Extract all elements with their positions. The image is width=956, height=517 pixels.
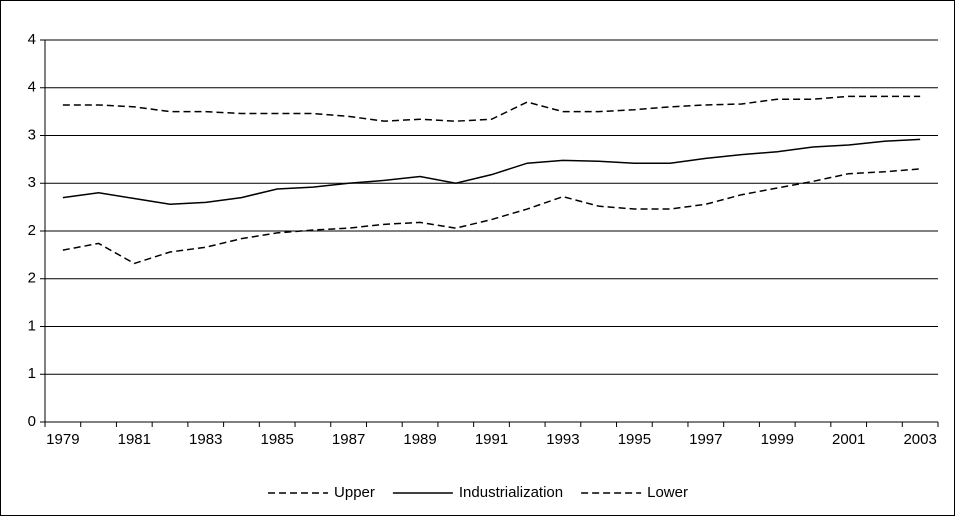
series-line — [62, 95, 921, 122]
x-tick-label: 1995 — [618, 431, 651, 448]
x-tick-label: 1985 — [260, 431, 293, 448]
x-tick-label: 1987 — [332, 431, 365, 448]
y-tick-label: 0 — [28, 413, 36, 430]
x-tick-label: 1997 — [689, 431, 722, 448]
y-tick-label: 3 — [28, 126, 36, 143]
y-tick-label: 4 — [28, 79, 36, 96]
legend-label: Industrialization — [459, 484, 563, 501]
y-tick-label: 3 — [28, 174, 36, 191]
y-tick-label: 2 — [28, 222, 36, 239]
x-tick-label: 1983 — [189, 431, 222, 448]
series-line — [62, 138, 921, 206]
y-tick-label: 4 — [28, 31, 36, 48]
x-tick-label: 2003 — [903, 431, 936, 448]
x-tick-label: 1999 — [761, 431, 794, 448]
x-tick-label: 1993 — [546, 431, 579, 448]
y-tick-label: 1 — [28, 365, 36, 382]
x-tick-label: 1981 — [118, 431, 151, 448]
x-tick-label: 2001 — [832, 431, 865, 448]
y-tick-label: 1 — [28, 317, 36, 334]
x-tick-label: 1991 — [475, 431, 508, 448]
x-tick-label: 1979 — [46, 431, 79, 448]
legend-label: Lower — [647, 484, 688, 501]
series-line — [62, 168, 921, 265]
y-tick-label: 2 — [28, 270, 36, 287]
x-tick-label: 1989 — [403, 431, 436, 448]
legend-label: Upper — [334, 484, 375, 501]
